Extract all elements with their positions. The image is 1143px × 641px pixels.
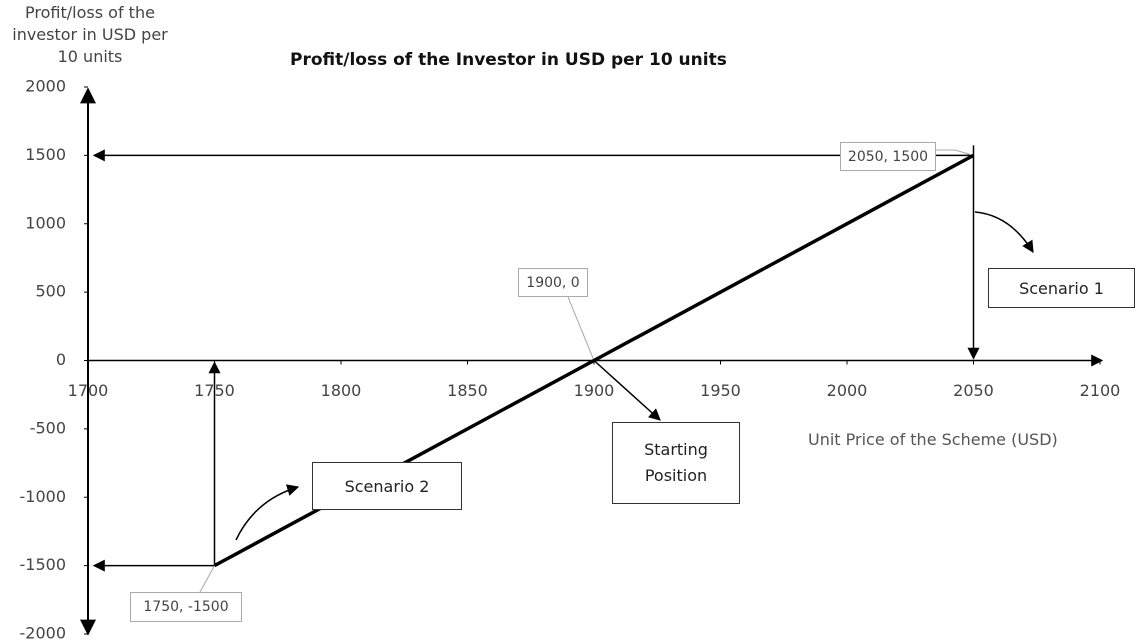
chart-title: Profit/loss of the Investor in USD per 1… bbox=[290, 50, 727, 70]
y-tick-label: 1000 bbox=[25, 213, 66, 232]
x-tick-label: 1900 bbox=[574, 381, 615, 400]
x-axis-label: Unit Price of the Scheme (USD) bbox=[808, 430, 1058, 449]
x-tick-label: 1800 bbox=[321, 381, 362, 400]
x-tick-label: 1950 bbox=[700, 381, 741, 400]
x-tick-label: 2000 bbox=[827, 381, 868, 400]
x-tick-label: 2050 bbox=[953, 381, 994, 400]
curved-arrow bbox=[235, 484, 300, 541]
y-tick-label: 2000 bbox=[25, 77, 66, 96]
scenario-label: Scenario 2 bbox=[312, 462, 462, 510]
y-tick-label: -2000 bbox=[20, 624, 67, 641]
scenario-label: Scenario 1 bbox=[988, 268, 1135, 308]
y-tick-label: -500 bbox=[30, 418, 66, 437]
x-tick-label: 2100 bbox=[1080, 381, 1121, 400]
point-annotation: 1900, 0 bbox=[518, 268, 588, 297]
y-tick-label: 0 bbox=[56, 350, 66, 369]
y-axis-label: Profit/loss of the investor in USD per 1… bbox=[12, 3, 168, 66]
y-tick-label: -1000 bbox=[20, 487, 67, 506]
point-annotation: 1750, -1500 bbox=[130, 592, 242, 622]
start-label: Starting Position bbox=[612, 422, 740, 504]
leader-line bbox=[936, 149, 974, 156]
start-arrow bbox=[593, 359, 661, 421]
y-tick-label: 500 bbox=[35, 282, 66, 301]
x-tick-label: 1700 bbox=[68, 381, 109, 400]
y-tick-label: -1500 bbox=[20, 555, 67, 574]
x-tick-label: 1850 bbox=[447, 381, 488, 400]
y-tick-label: 1500 bbox=[25, 145, 66, 164]
curved-arrow bbox=[974, 211, 1034, 254]
leader-line bbox=[199, 565, 215, 593]
point-annotation: 2050, 1500 bbox=[840, 142, 936, 171]
leader-line bbox=[567, 296, 595, 361]
